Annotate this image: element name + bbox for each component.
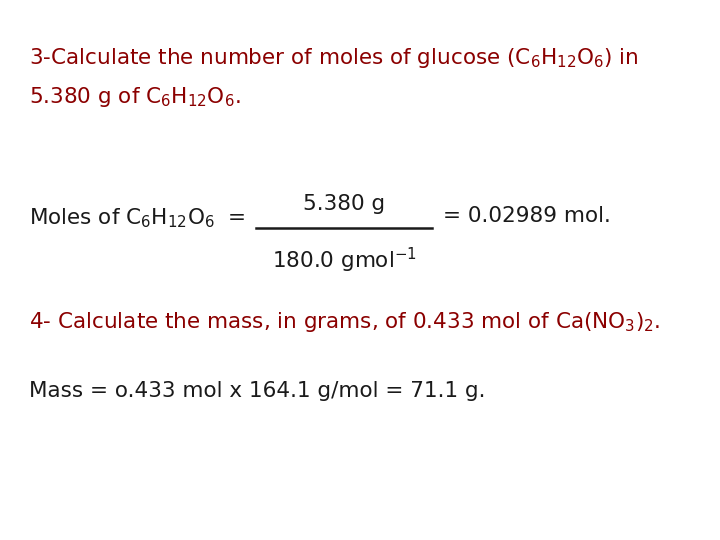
Text: 4- Calculate the mass, in grams, of 0.433 mol of Ca(NO$_3$)$_2$.: 4- Calculate the mass, in grams, of 0.43… <box>29 310 660 334</box>
Text: = 0.02989 mol.: = 0.02989 mol. <box>443 206 611 226</box>
Text: 5.380 g: 5.380 g <box>303 194 385 214</box>
Text: Moles of C$_6$H$_{12}$O$_6$  =: Moles of C$_6$H$_{12}$O$_6$ = <box>29 206 246 230</box>
Text: 5.380 g of C$_6$H$_{12}$O$_6$.: 5.380 g of C$_6$H$_{12}$O$_6$. <box>29 85 240 109</box>
Text: 3-Calculate the number of moles of glucose (C$_6$H$_{12}$O$_6$) in: 3-Calculate the number of moles of gluco… <box>29 46 639 70</box>
Text: 180.0 gmol$^{-1}$: 180.0 gmol$^{-1}$ <box>271 246 417 275</box>
Text: Mass = o.433 mol x 164.1 g/mol = 71.1 g.: Mass = o.433 mol x 164.1 g/mol = 71.1 g. <box>29 381 485 401</box>
